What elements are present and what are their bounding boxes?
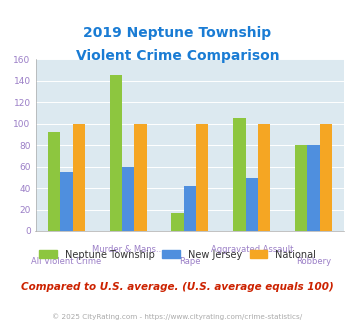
Bar [196,124,208,231]
Bar [258,124,270,231]
Text: Aggravated Assault: Aggravated Assault [211,245,293,254]
Bar [295,145,307,231]
Text: All Violent Crime: All Violent Crime [31,257,102,266]
Text: Rape: Rape [179,257,201,266]
Bar [233,118,246,231]
Bar [171,213,184,231]
Bar [246,179,258,231]
Bar [184,186,196,231]
Bar [134,124,147,231]
Text: Murder & Mans...: Murder & Mans... [92,245,164,254]
Text: 2019 Neptune Township: 2019 Neptune Township [83,26,272,40]
Text: © 2025 CityRating.com - https://www.cityrating.com/crime-statistics/: © 2025 CityRating.com - https://www.city… [53,314,302,320]
Bar [307,145,320,231]
Bar [320,124,332,231]
Bar [72,124,85,231]
Bar [60,172,72,231]
Text: Robbery: Robbery [296,257,331,266]
Text: Compared to U.S. average. (U.S. average equals 100): Compared to U.S. average. (U.S. average … [21,282,334,292]
Bar [110,76,122,231]
Bar [48,132,60,231]
Bar [122,167,134,231]
Legend: Neptune Township, New Jersey, National: Neptune Township, New Jersey, National [36,246,320,264]
Text: Violent Crime Comparison: Violent Crime Comparison [76,49,279,63]
